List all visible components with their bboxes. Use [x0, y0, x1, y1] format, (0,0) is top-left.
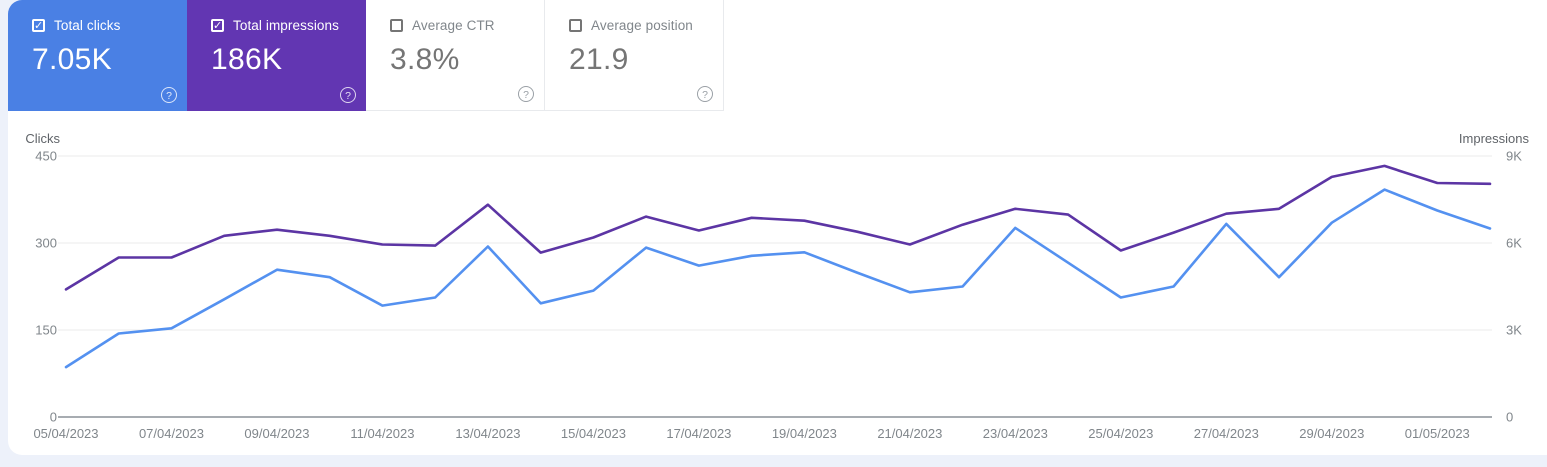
date-label: 01/05/2023	[1405, 426, 1470, 441]
metric-cards: ✓ Total clicks 7.05K? ✓ Total impressions 186…	[8, 0, 1547, 111]
impressions-axis-tick: 9K	[1506, 149, 1522, 164]
help-icon[interactable]: ?	[161, 87, 177, 103]
date-label: 05/04/2023	[33, 426, 98, 441]
impressions-axis-tick: 3K	[1506, 323, 1522, 338]
metric-label-total-clicks: Total clicks	[54, 18, 121, 33]
clicks-axis-tick: 300	[35, 236, 57, 251]
metric-card-total-clicks[interactable]: ✓ Total clicks 7.05K?	[8, 0, 187, 111]
clicks-impressions-line-chart[interactable]: 0 0 150 3K 300 6K 450 9K Clicks Impressions 05/04/…	[8, 112, 1547, 455]
metric-value-average-position: 21.9	[569, 43, 629, 76]
metric-label-total-impressions: Total impressions	[233, 18, 339, 33]
date-label: 07/04/2023	[139, 426, 204, 441]
metric-label-average-ctr: Average CTR	[412, 18, 495, 33]
help-icon[interactable]: ?	[340, 87, 356, 103]
metric-value-total-impressions: 186K	[211, 43, 283, 76]
date-label: 15/04/2023	[561, 426, 626, 441]
date-label: 27/04/2023	[1194, 426, 1259, 441]
performance-chart[interactable]: 0 0 150 3K 300 6K 450 9K Clicks Impressions 05/04/…	[8, 112, 1547, 455]
date-label: 29/04/2023	[1299, 426, 1364, 441]
clicks-axis-tick: 0	[50, 410, 57, 425]
date-label: 09/04/2023	[244, 426, 309, 441]
date-label: 23/04/2023	[983, 426, 1048, 441]
impressions-line-series[interactable]	[64, 164, 1492, 291]
metric-card-total-impressions[interactable]: ✓ Total impressions 186K?	[187, 0, 366, 111]
metric-label-average-position: Average position	[591, 18, 693, 33]
performance-report-panel: ✓ Total clicks 7.05K? ✓ Total impressions 186…	[8, 0, 1547, 455]
help-icon[interactable]: ?	[697, 86, 713, 102]
date-label: 21/04/2023	[877, 426, 942, 441]
help-icon[interactable]: ?	[518, 86, 534, 102]
metric-card-average-position[interactable]: Average position 21.9?	[545, 0, 724, 111]
metric-value-average-ctr: 3.8%	[390, 43, 460, 76]
checked-checkbox-total-clicks[interactable]: ✓	[32, 19, 45, 32]
date-label: 19/04/2023	[772, 426, 837, 441]
checked-checkbox-total-impressions[interactable]: ✓	[211, 19, 224, 32]
date-label: 13/04/2023	[455, 426, 520, 441]
clicks-axis-tick: 450	[35, 149, 57, 164]
clicks-axis-title: Clicks	[25, 131, 60, 146]
clicks-axis-tick: 150	[35, 323, 57, 338]
impressions-axis-tick: 0	[1506, 410, 1513, 425]
date-label: 25/04/2023	[1088, 426, 1153, 441]
metric-card-average-ctr[interactable]: Average CTR 3.8%?	[366, 0, 545, 111]
metric-value-total-clicks: 7.05K	[32, 43, 112, 76]
clicks-line-series[interactable]	[64, 188, 1492, 369]
unchecked-checkbox-average-position[interactable]	[569, 19, 582, 32]
unchecked-checkbox-average-ctr[interactable]	[390, 19, 403, 32]
date-label: 11/04/2023	[350, 426, 414, 441]
impressions-axis-title: Impressions	[1459, 131, 1530, 146]
impressions-axis-tick: 6K	[1506, 236, 1522, 251]
date-label: 17/04/2023	[666, 426, 731, 441]
